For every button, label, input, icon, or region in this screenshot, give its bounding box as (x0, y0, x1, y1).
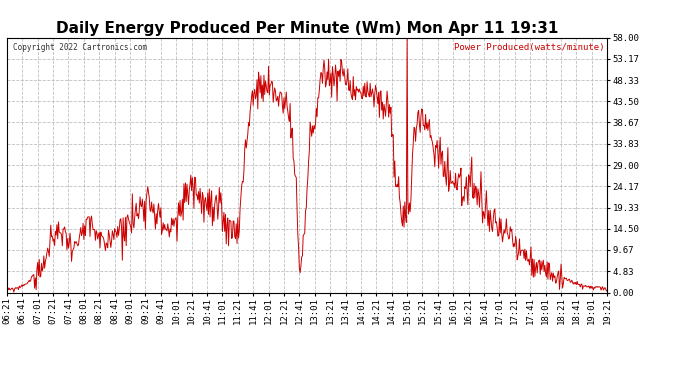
Text: Power Produced(watts/minute): Power Produced(watts/minute) (454, 43, 604, 52)
Text: Copyright 2022 Cartronics.com: Copyright 2022 Cartronics.com (13, 43, 147, 52)
Title: Daily Energy Produced Per Minute (Wm) Mon Apr 11 19:31: Daily Energy Produced Per Minute (Wm) Mo… (56, 21, 558, 36)
